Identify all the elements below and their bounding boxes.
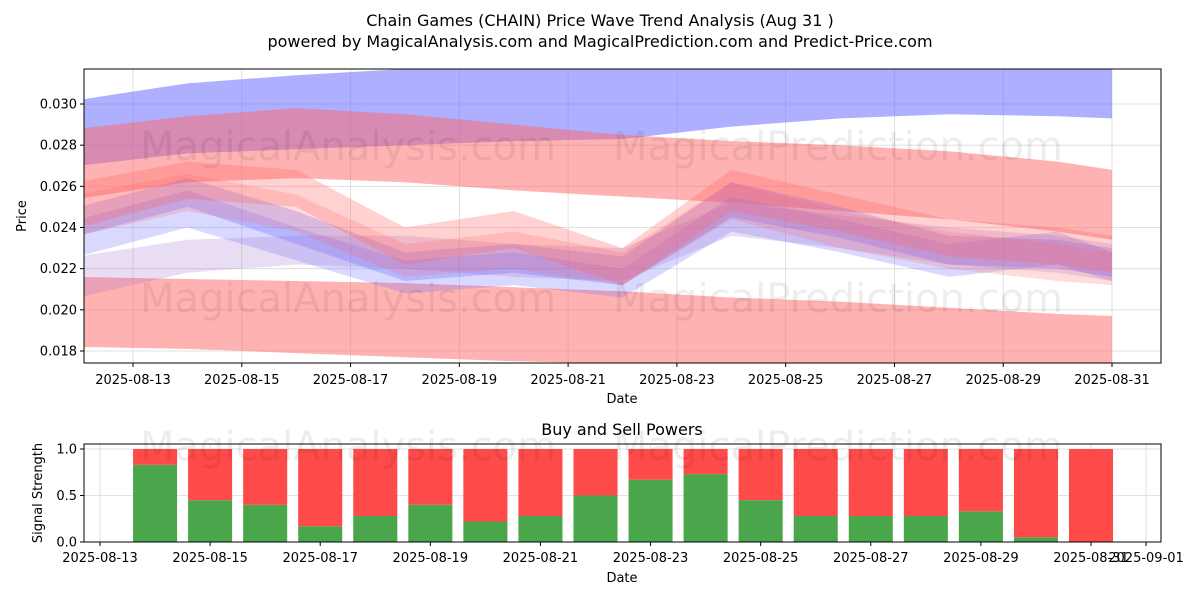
- price-y-tick-label: 0.030: [40, 98, 77, 113]
- price-x-tick-label: 2025-08-15: [204, 373, 280, 388]
- signal-x-tick-label: 2025-08-23: [613, 551, 689, 566]
- price-y-tick-label: 0.028: [40, 139, 77, 154]
- buy-bar: [408, 504, 453, 542]
- signal-x-tick-label: 2025-08-15: [172, 551, 248, 566]
- signal-x-tick-label: 2025-09-01: [1108, 551, 1184, 566]
- watermark-prediction-mid: MagicalPrediction.com: [613, 276, 1063, 322]
- sell-bar: [573, 449, 618, 496]
- sell-bar: [133, 449, 178, 465]
- signal-y-label: Signal Strength: [31, 443, 46, 543]
- price-y-tick-label: 0.024: [40, 221, 77, 236]
- buy-bar: [1013, 537, 1058, 542]
- buy-bar: [188, 500, 233, 542]
- buy-bar: [573, 495, 618, 542]
- price-x-ticks: 2025-08-13 2025-08-15 2025-08-17 2025-08-19…: [95, 363, 1150, 388]
- signal-y-tick-label: 0.0: [56, 536, 77, 551]
- signal-x-tick-label: 2025-08-27: [833, 551, 909, 566]
- sell-bar: [353, 449, 398, 516]
- price-band-short-blue-b: [84, 190, 1112, 298]
- price-x-tick-label: 2025-08-31: [1074, 373, 1150, 388]
- sell-bar: [848, 449, 893, 516]
- sell-bar: [1013, 449, 1058, 538]
- sell-bar: [903, 449, 948, 516]
- price-band-short-purple: [84, 202, 1112, 297]
- signal-y-tick-label: 0.5: [56, 489, 77, 504]
- watermark-analysis-bottom: MagicalAnalysis.com: [140, 424, 556, 470]
- signal-x-tick-label: 2025-08-29: [943, 551, 1019, 566]
- price-y-label: Price: [15, 200, 30, 232]
- signal-x-tick-label: 2025-08-19: [393, 551, 469, 566]
- price-bands: [84, 69, 1112, 363]
- price-x-tick-label: 2025-08-19: [422, 373, 498, 388]
- price-band-long-red-lower: [84, 277, 1112, 363]
- chart-subtitle: powered by MagicalAnalysis.com and Magic…: [267, 32, 932, 51]
- price-y-tick-label: 0.026: [40, 180, 77, 195]
- sell-bar: [958, 449, 1003, 512]
- watermark-prediction-bottom: MagicalPrediction.com: [613, 424, 1063, 470]
- buy-bar: [243, 504, 288, 542]
- price-y-tick-label: 0.020: [40, 303, 77, 318]
- price-x-label: Date: [606, 392, 637, 407]
- buy-bar: [133, 464, 178, 542]
- buy-bar: [683, 474, 728, 542]
- sell-bar: [628, 449, 673, 480]
- signal-x-label: Date: [606, 571, 637, 586]
- buy-bar: [793, 515, 838, 542]
- watermark-prediction-top: MagicalPrediction.com: [613, 124, 1063, 170]
- price-x-tick-label: 2025-08-23: [639, 373, 715, 388]
- price-plot: MagicalAnalysis.com MagicalPrediction.co…: [15, 68, 1162, 407]
- buy-bar: [848, 515, 893, 542]
- sell-bar: [243, 449, 288, 505]
- sell-bar: [1068, 449, 1114, 542]
- signal-plot: Buy and Sell Powers MagicalAnalysis.com …: [31, 420, 1184, 586]
- signal-plot-frame: [83, 443, 1162, 543]
- price-band-long-red-upper: [84, 108, 1112, 240]
- signal-plot-title: Buy and Sell Powers: [541, 420, 703, 439]
- price-y-tick-label: 0.018: [40, 345, 77, 360]
- signal-x-ticks: 2025-08-13 2025-08-15 2025-08-17 2025-08-19…: [62, 542, 1184, 566]
- buy-bar: [628, 479, 673, 542]
- sell-bar: [683, 449, 728, 475]
- signal-y-ticks: 0.0 0.5 1.0: [56, 443, 84, 551]
- buy-bar: [298, 526, 343, 542]
- price-y-tick-label: 0.022: [40, 262, 77, 277]
- price-x-tick-label: 2025-08-21: [530, 373, 606, 388]
- price-x-tick-label: 2025-08-25: [748, 373, 824, 388]
- sell-bar: [738, 449, 783, 501]
- price-x-tick-label: 2025-08-27: [857, 373, 933, 388]
- sell-bar: [518, 449, 563, 516]
- chart-title: Chain Games (CHAIN) Price Wave Trend Ana…: [366, 11, 834, 30]
- sell-bar: [463, 449, 508, 522]
- price-x-tick-label: 2025-08-29: [965, 373, 1041, 388]
- sell-bar: [188, 449, 233, 501]
- sell-bar: [298, 449, 343, 527]
- buy-bar: [958, 511, 1003, 542]
- watermark-analysis-top: MagicalAnalysis.com: [140, 124, 556, 170]
- price-x-tick-label: 2025-08-17: [313, 373, 389, 388]
- signal-x-tick-label: 2025-08-25: [723, 551, 799, 566]
- price-band-short-red-a: [84, 161, 1112, 286]
- price-plot-frame: [83, 68, 1162, 364]
- buy-bar: [518, 515, 563, 542]
- signal-bars: [133, 449, 1114, 542]
- signal-x-tick-label: 2025-08-13: [62, 551, 138, 566]
- watermark-analysis-mid: MagicalAnalysis.com: [140, 276, 556, 322]
- price-x-tick-label: 2025-08-13: [95, 373, 171, 388]
- signal-x-tick-label: 2025-08-17: [282, 551, 358, 566]
- sell-bar: [793, 449, 838, 516]
- buy-bar: [353, 515, 398, 542]
- price-y-ticks: 0.018 0.020 0.022 0.024 0.026 0.028 0.030: [40, 98, 84, 360]
- signal-x-tick-label: 2025-08-21: [503, 551, 579, 566]
- buy-bar: [903, 515, 948, 542]
- buy-bar: [738, 500, 783, 542]
- price-band-short-blue-a: [84, 178, 1112, 286]
- signal-y-tick-label: 1.0: [56, 443, 77, 458]
- price-band-short-red-b: [84, 174, 1112, 286]
- buy-bar: [463, 521, 508, 542]
- signal-x-tick-label: 2025-08-31: [1053, 551, 1129, 566]
- sell-bar: [408, 449, 453, 505]
